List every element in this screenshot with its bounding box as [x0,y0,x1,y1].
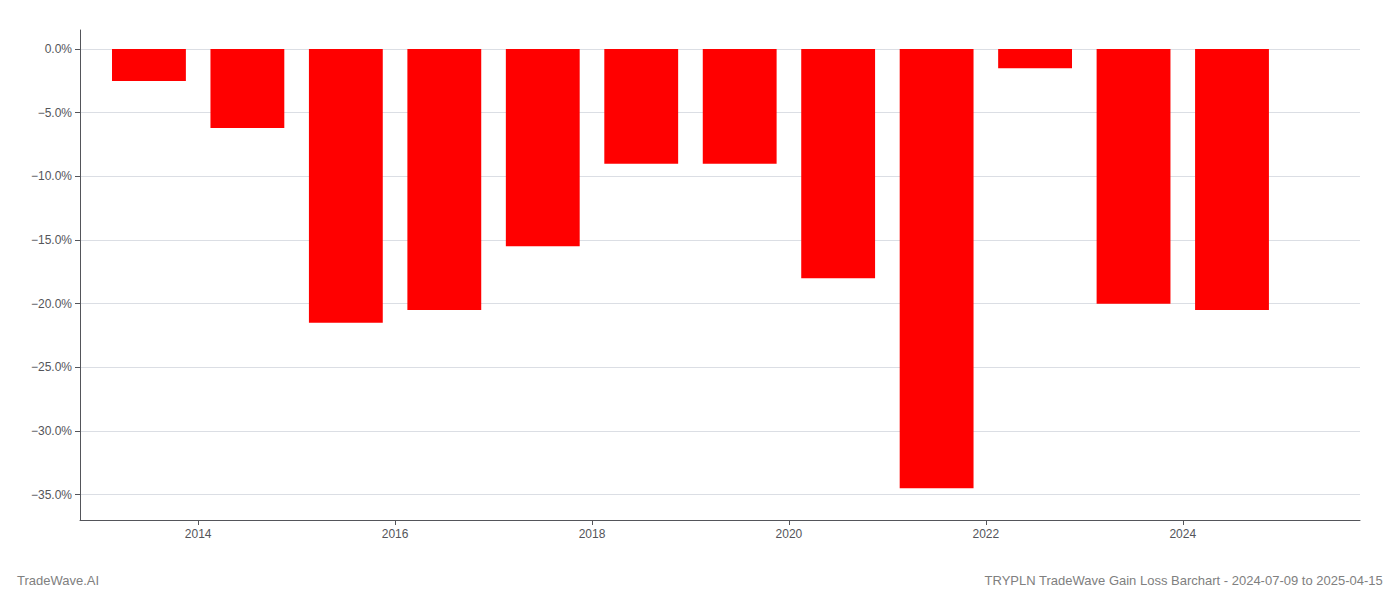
svg-text:−20.0%: −20.0% [31,297,72,311]
svg-text:TRYPLN TradeWave Gain Loss Bar: TRYPLN TradeWave Gain Loss Barchart - 20… [985,573,1383,588]
svg-text:2024: 2024 [1169,527,1196,541]
svg-text:2020: 2020 [776,527,803,541]
svg-text:−15.0%: −15.0% [31,233,72,247]
svg-text:−10.0%: −10.0% [31,169,72,183]
svg-text:−30.0%: −30.0% [31,424,72,438]
svg-text:−25.0%: −25.0% [31,360,72,374]
svg-text:TradeWave.AI: TradeWave.AI [17,573,99,588]
svg-text:0.0%: 0.0% [45,42,73,56]
svg-text:−5.0%: −5.0% [38,106,73,120]
svg-text:2018: 2018 [579,527,606,541]
svg-text:2022: 2022 [972,527,999,541]
svg-text:2014: 2014 [185,527,212,541]
svg-text:−35.0%: −35.0% [31,488,72,502]
svg-text:2016: 2016 [382,527,409,541]
